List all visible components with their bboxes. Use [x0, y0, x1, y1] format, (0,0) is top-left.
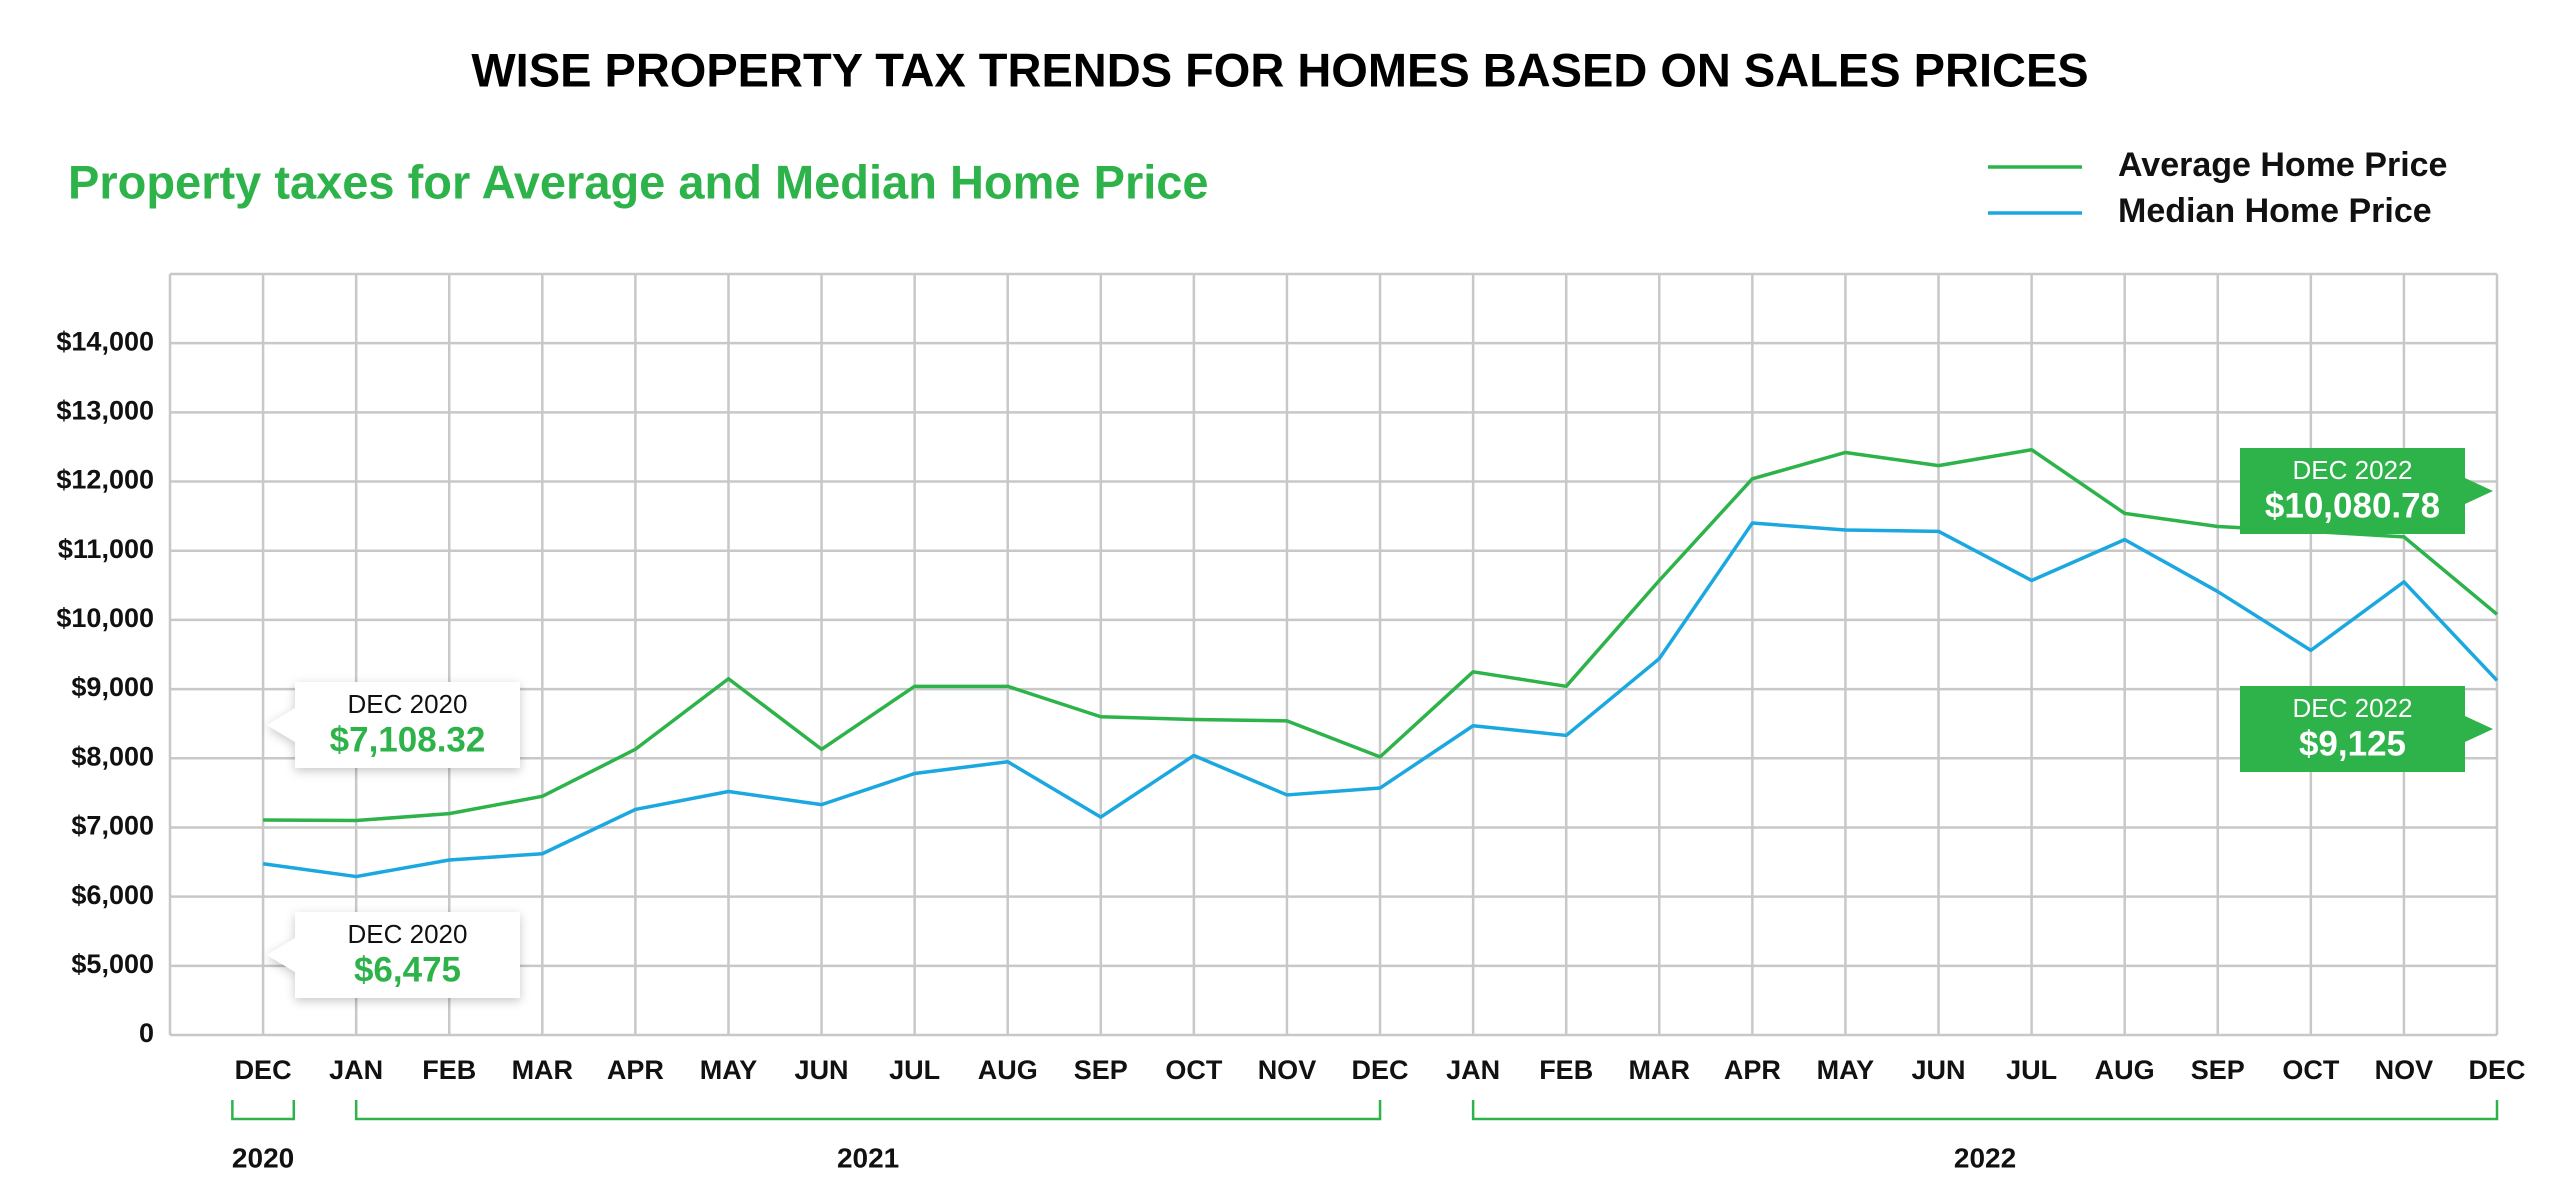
- callout-box: [267, 682, 520, 768]
- year-bracket: [354, 1100, 1382, 1121]
- y-tick-label: $8,000: [71, 741, 154, 771]
- callout-title: DEC 2022: [2293, 455, 2413, 485]
- callout-title: DEC 2020: [348, 689, 468, 719]
- x-tick-label: MAY: [1817, 1055, 1875, 1085]
- year-bracket: [231, 1100, 296, 1121]
- chart-subtitle: Property taxes for Average and Median Ho…: [68, 155, 1209, 208]
- x-tick-label: JAN: [1446, 1055, 1500, 1085]
- y-tick-label: $12,000: [56, 465, 154, 495]
- callout: DEC 2022$9,125: [2240, 686, 2493, 772]
- year-label: 2020: [232, 1142, 294, 1173]
- x-tick-label: AUG: [978, 1055, 1038, 1085]
- x-tick-label: DEC: [1352, 1055, 1409, 1085]
- chart-title: WISE PROPERTY TAX TRENDS FOR HOMES BASED…: [471, 43, 2088, 96]
- x-tick-label: MAR: [1629, 1055, 1691, 1085]
- x-tick-label: SEP: [1074, 1055, 1128, 1085]
- value-label: $7,108.32: [330, 720, 486, 759]
- x-tick-label: OCT: [2282, 1055, 2340, 1085]
- year-label: 2022: [1954, 1142, 2016, 1173]
- y-tick-label: $6,000: [71, 880, 154, 910]
- callout: DEC 2020$6,475: [267, 912, 520, 998]
- y-tick-label: $13,000: [56, 395, 154, 425]
- legend-label: Median Home Price: [2118, 192, 2432, 230]
- x-tick-label: APR: [1724, 1055, 1781, 1085]
- callout-box: [2240, 448, 2493, 534]
- y-tick-label: $10,000: [56, 603, 154, 633]
- x-tick-label: FEB: [1539, 1055, 1593, 1085]
- callout-box: [2240, 686, 2493, 772]
- y-tick-label: $14,000: [56, 326, 154, 356]
- year-label: 2021: [837, 1142, 899, 1173]
- value-label: $10,080.78: [2265, 486, 2440, 525]
- y-tick-label: 0: [139, 1018, 154, 1048]
- x-tick-label: AUG: [2095, 1055, 2155, 1085]
- x-tick-label: DEC: [2468, 1055, 2525, 1085]
- legend-label: Average Home Price: [2118, 146, 2447, 184]
- y-tick-label: $11,000: [58, 534, 154, 564]
- data-line: [263, 447, 2499, 823]
- x-tick-label: NOV: [1258, 1055, 1317, 1085]
- x-tick-label: MAY: [700, 1055, 758, 1085]
- y-tick-label: $9,000: [71, 672, 154, 702]
- x-tick-label: NOV: [2375, 1055, 2434, 1085]
- value-label: $6,475: [354, 950, 461, 989]
- callout-title: DEC 2022: [2293, 693, 2413, 723]
- callout-title: DEC 2020: [348, 919, 468, 949]
- value-label: $9,125: [2299, 724, 2406, 763]
- x-tick-label: JUN: [795, 1055, 849, 1085]
- x-tick-label: JUL: [2006, 1055, 2057, 1085]
- x-tick-label: MAR: [512, 1055, 574, 1085]
- callout: DEC 2022$10,080.78: [2240, 448, 2493, 534]
- y-tick-label: $5,000: [71, 949, 154, 979]
- x-tick-label: OCT: [1165, 1055, 1223, 1085]
- callout: DEC 2020$7,108.32: [267, 682, 520, 768]
- x-tick-label: FEB: [422, 1055, 476, 1085]
- year-bracket: [1471, 1100, 2499, 1121]
- callout-box: [267, 912, 520, 998]
- x-tick-label: APR: [607, 1055, 664, 1085]
- x-tick-label: JUN: [1912, 1055, 1966, 1085]
- data-line: [262, 521, 2499, 879]
- x-tick-label: SEP: [2191, 1055, 2245, 1085]
- x-tick-label: JUL: [889, 1055, 940, 1085]
- y-tick-label: $7,000: [71, 811, 154, 841]
- x-tick-label: DEC: [235, 1055, 292, 1085]
- x-tick-label: JAN: [329, 1055, 383, 1085]
